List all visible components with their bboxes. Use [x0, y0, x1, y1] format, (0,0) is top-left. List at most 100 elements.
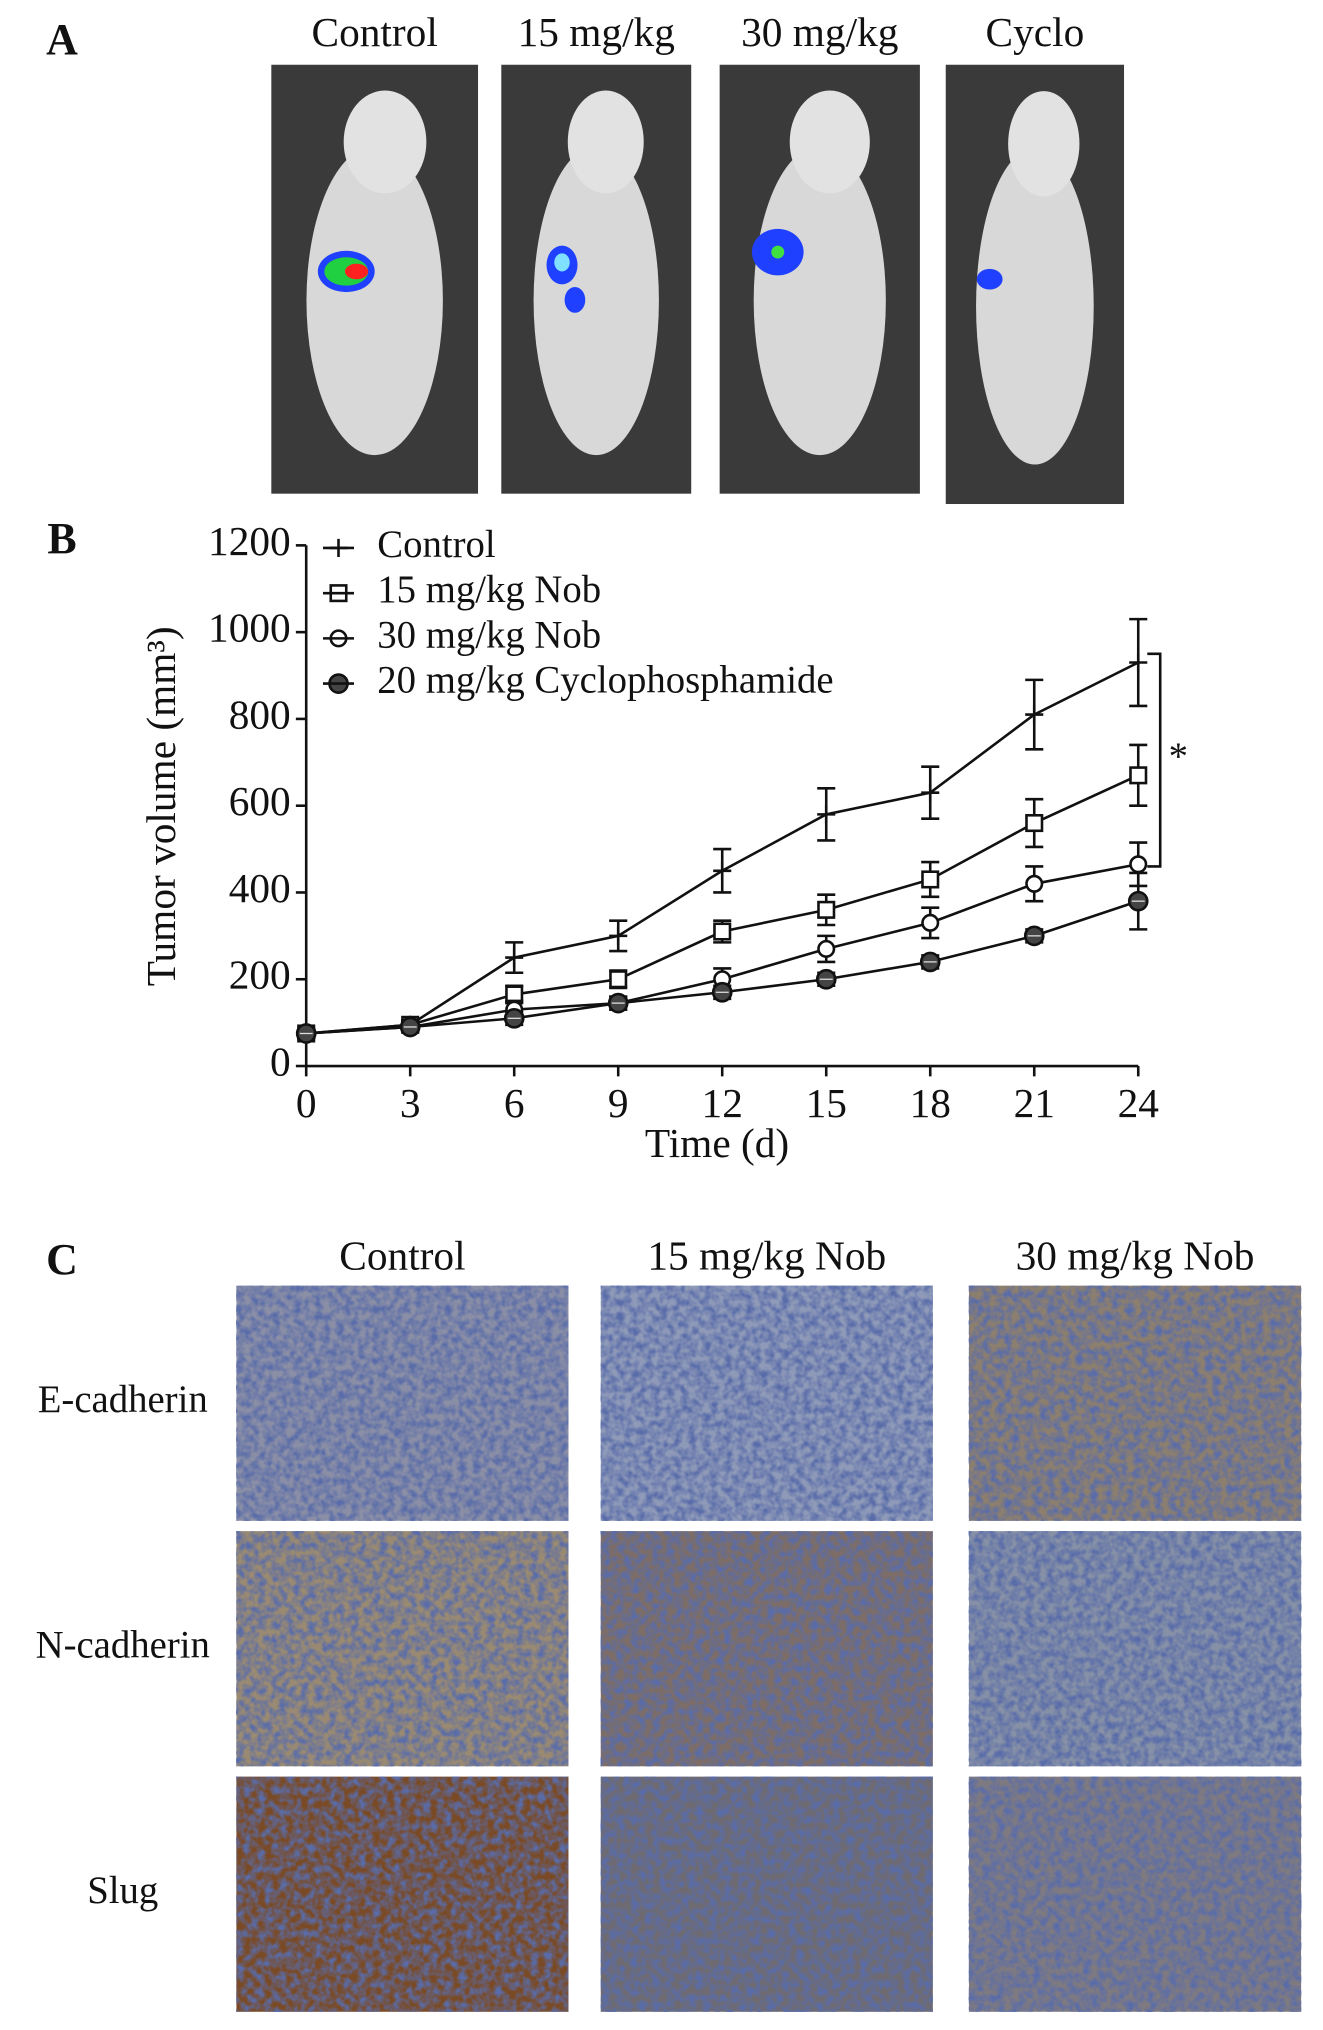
column-label: 30 mg/kg Nob [1016, 1232, 1255, 1278]
signal-blob [771, 245, 785, 259]
marker-shape [1129, 766, 1148, 785]
row-label: Slug [87, 1869, 158, 1912]
data-point [921, 870, 940, 889]
column-label: Control [339, 1232, 465, 1278]
column-label: Control [312, 9, 438, 55]
y-tick-label: 800 [229, 691, 291, 737]
x-tick-label: 6 [504, 1080, 525, 1126]
mouse-head [1008, 91, 1080, 197]
mouse-head [567, 90, 644, 194]
data-point [817, 900, 836, 919]
data-point [921, 783, 940, 802]
significance-label: * [1169, 735, 1188, 778]
panel-letter: C [46, 1235, 78, 1284]
y-tick-label: 400 [229, 865, 291, 911]
marker-shape [505, 948, 524, 967]
data-point [713, 922, 732, 941]
mouse-body [306, 146, 443, 456]
signal-blob [564, 286, 586, 313]
stain-texture [968, 1776, 1302, 2012]
data-point [815, 968, 837, 990]
x-tick-label: 15 [806, 1080, 847, 1126]
marker-shape [713, 861, 732, 880]
x-tick-label: 3 [400, 1080, 421, 1126]
x-tick-label: 21 [1014, 1080, 1055, 1126]
data-point [1023, 925, 1045, 947]
marker-shape [609, 970, 628, 989]
column-label: 15 mg/kg [518, 9, 675, 55]
signal-blob [344, 263, 369, 280]
marker-shape [817, 900, 836, 919]
stain-texture [600, 1531, 933, 1767]
stain-texture [600, 1285, 933, 1521]
data-point [1025, 705, 1044, 724]
mouse-body [976, 148, 1094, 465]
marker-shape [921, 783, 940, 802]
stain-texture [968, 1285, 1302, 1521]
x-tick-label: 9 [608, 1080, 629, 1126]
data-point [1025, 814, 1044, 833]
data-point [503, 1007, 525, 1029]
legend-label: 30 mg/kg Nob [377, 613, 601, 656]
data-point [1129, 855, 1148, 874]
column-label: Cyclo [986, 9, 1085, 55]
y-tick-label: 0 [270, 1039, 291, 1085]
significance-bracket [1147, 652, 1162, 868]
stain-texture [968, 1531, 1302, 1767]
marker-shape [1025, 705, 1044, 724]
marker-shape [1129, 653, 1148, 672]
stain-texture [236, 1285, 569, 1521]
y-tick-label: 200 [229, 952, 291, 998]
data-point [295, 1023, 317, 1044]
legend-label: Control [377, 523, 495, 566]
mouse-head [789, 90, 870, 194]
data-point [1127, 890, 1149, 912]
row-label: E-cadherin [38, 1378, 208, 1421]
row-label: N-cadherin [36, 1624, 210, 1667]
panel-letter: A [46, 15, 78, 64]
legend-label: 20 mg/kg Cyclophosphamide [377, 658, 833, 701]
marker-shape [609, 926, 628, 945]
y-tick-label: 600 [229, 778, 291, 824]
x-tick-label: 12 [702, 1080, 743, 1126]
y-tick-label: 1000 [208, 605, 291, 651]
marker-shape [1025, 814, 1044, 833]
marker-shape [921, 913, 940, 932]
legend-label: 15 mg/kg Nob [377, 568, 601, 611]
data-point [1129, 766, 1148, 785]
x-tick-label: 0 [296, 1080, 317, 1126]
data-point [505, 948, 524, 967]
data-point [817, 939, 836, 958]
data-point [609, 926, 628, 945]
column-label: 30 mg/kg [741, 9, 898, 55]
y-tick-label: 1200 [208, 518, 291, 564]
data-point [919, 951, 941, 973]
marker-shape [1129, 855, 1148, 874]
mouse-body [533, 146, 659, 456]
data-point [921, 913, 940, 932]
data-point [607, 992, 629, 1014]
stain-texture [236, 1776, 569, 2012]
data-point [609, 970, 628, 989]
data-point [713, 861, 732, 880]
data-point [399, 1016, 421, 1038]
data-point [817, 805, 836, 824]
x-tick-label: 18 [910, 1080, 951, 1126]
marker-shape [1025, 874, 1044, 893]
data-point [711, 981, 733, 1003]
stain-texture [236, 1531, 569, 1767]
signal-blob [554, 253, 570, 272]
panel-letter: B [47, 514, 76, 563]
mouse-head [343, 90, 427, 194]
marker-shape [817, 805, 836, 824]
x-tick-label: 24 [1118, 1080, 1160, 1126]
marker-shape [713, 922, 732, 941]
data-point [1025, 874, 1044, 893]
stain-texture [600, 1776, 933, 2012]
signal-blob [976, 268, 1003, 290]
marker-shape [817, 939, 836, 958]
mouse-body [753, 146, 886, 456]
x-axis-label: Time (d) [645, 1120, 789, 1167]
marker-shape [921, 870, 940, 889]
